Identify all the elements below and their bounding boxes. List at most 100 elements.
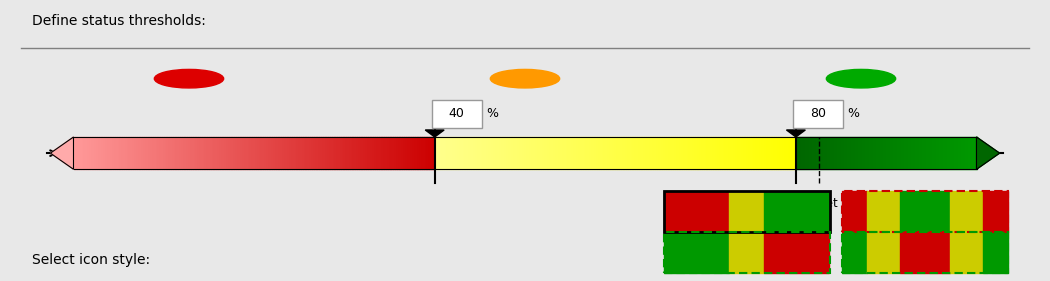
Bar — [83, 137, 84, 169]
Bar — [475, 137, 477, 169]
Bar — [588, 137, 590, 169]
Bar — [756, 137, 758, 169]
Bar — [635, 137, 637, 169]
Bar — [327, 137, 329, 169]
Bar — [663, 137, 664, 169]
Bar — [708, 137, 709, 169]
Bar — [377, 137, 379, 169]
Bar — [232, 137, 234, 169]
Bar — [346, 137, 348, 169]
Bar — [216, 137, 218, 169]
Bar — [457, 137, 458, 169]
Bar — [397, 137, 399, 169]
Bar — [778, 137, 780, 169]
Bar — [655, 137, 657, 169]
Circle shape — [826, 69, 896, 88]
Bar — [520, 137, 522, 169]
Bar — [528, 137, 530, 169]
Bar — [585, 137, 586, 169]
Text: %: % — [847, 107, 859, 120]
Bar — [595, 137, 597, 169]
Bar — [664, 232, 830, 273]
Bar — [472, 137, 475, 169]
Bar — [149, 137, 151, 169]
Bar — [568, 137, 570, 169]
Bar — [259, 137, 261, 169]
Bar — [449, 137, 450, 169]
Bar — [682, 137, 684, 169]
Bar — [161, 137, 162, 169]
Bar — [207, 137, 209, 169]
Bar — [758, 137, 760, 169]
Bar — [410, 137, 412, 169]
Text: Define status thresholds:: Define status thresholds: — [32, 14, 206, 28]
Bar — [786, 137, 789, 169]
Bar — [621, 137, 623, 169]
Bar — [628, 137, 630, 169]
Bar — [765, 137, 766, 169]
Bar — [478, 137, 480, 169]
Bar — [204, 137, 206, 169]
Bar — [148, 137, 149, 169]
Bar — [242, 137, 244, 169]
Bar — [530, 137, 532, 169]
Bar — [516, 137, 518, 169]
Bar — [296, 137, 297, 169]
Bar — [229, 137, 231, 169]
Bar — [113, 137, 116, 169]
Bar — [728, 137, 729, 169]
Bar — [676, 137, 678, 169]
Bar — [133, 137, 134, 169]
Bar — [332, 137, 334, 169]
Bar — [352, 137, 354, 169]
Polygon shape — [786, 130, 805, 137]
Bar — [645, 137, 646, 169]
Text: 40: 40 — [448, 107, 465, 120]
Bar — [194, 137, 196, 169]
Bar — [723, 137, 726, 169]
Bar — [249, 137, 251, 169]
Bar — [317, 137, 319, 169]
Bar — [465, 137, 467, 169]
Bar — [74, 137, 76, 169]
Bar — [738, 137, 740, 169]
Bar — [900, 232, 950, 273]
Bar — [290, 137, 292, 169]
Polygon shape — [976, 137, 1000, 169]
Bar — [274, 137, 276, 169]
Bar — [342, 137, 344, 169]
Bar — [626, 137, 628, 169]
Bar — [231, 137, 232, 169]
Bar — [764, 232, 830, 273]
Bar — [422, 137, 424, 169]
Bar — [96, 137, 97, 169]
Bar — [713, 137, 715, 169]
Bar — [337, 137, 339, 169]
Bar — [462, 137, 464, 169]
Bar — [704, 137, 706, 169]
Bar — [384, 137, 386, 169]
Bar — [424, 137, 425, 169]
Bar — [695, 137, 696, 169]
Bar — [794, 137, 796, 169]
Bar — [314, 137, 315, 169]
Bar — [771, 137, 773, 169]
Bar — [842, 232, 867, 273]
Bar — [597, 137, 600, 169]
Bar — [741, 137, 743, 169]
Bar — [182, 137, 184, 169]
Bar — [842, 191, 867, 232]
Bar — [950, 232, 983, 273]
Bar — [522, 137, 523, 169]
Bar — [144, 137, 146, 169]
Bar — [664, 232, 729, 273]
Bar — [693, 137, 695, 169]
Bar — [660, 137, 663, 169]
Bar — [769, 137, 771, 169]
Bar — [686, 137, 688, 169]
Bar — [395, 137, 397, 169]
Bar — [393, 137, 395, 169]
Bar — [209, 137, 211, 169]
Bar — [159, 137, 161, 169]
Bar — [76, 137, 77, 169]
